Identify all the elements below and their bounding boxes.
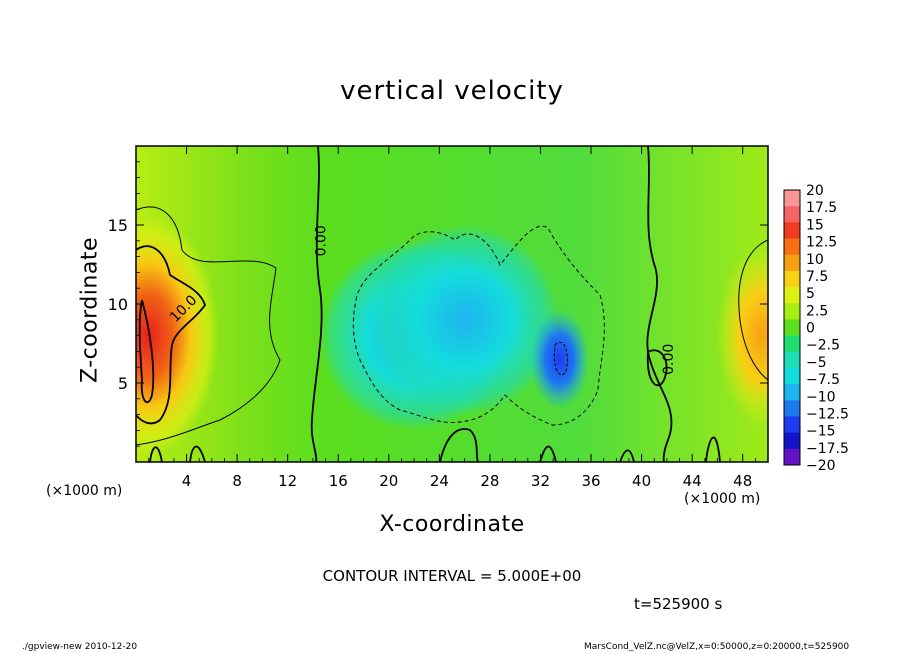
colorbar-swatch [784, 367, 800, 385]
contour-neg5-left [352, 225, 605, 426]
x-tick-label: 12 [278, 472, 297, 490]
colorbar-swatch [784, 303, 800, 320]
x-unit-label-left: (×1000 m) [46, 483, 123, 499]
x-tick-label: 32 [531, 472, 550, 490]
colorbar-swatch [784, 319, 800, 337]
colorbar-label: −17.5 [806, 441, 849, 457]
x-tick-label: 44 [683, 472, 702, 490]
contour-lines [136, 146, 768, 462]
colorbar-label: −5 [806, 355, 827, 371]
colorbar-label: −2.5 [806, 338, 840, 354]
x-unit-label-right: (×1000 m) [684, 491, 761, 507]
y-tick-label: 10 [108, 295, 128, 314]
colorbar-frame [783, 189, 801, 466]
x-tick-label: 40 [632, 472, 651, 490]
contour-five-left [136, 206, 281, 446]
contour-label: 0.00 [314, 225, 330, 256]
colorbar-label: 12.5 [806, 235, 837, 251]
negative-velocity-region [369, 224, 560, 415]
x-tick-label: 8 [232, 472, 242, 490]
contour-ten-left [136, 245, 206, 425]
contour-zero-left [310, 146, 323, 462]
x-tick-label: 4 [182, 472, 192, 490]
contour-ten-right [738, 239, 768, 381]
colorbar-label: 0 [806, 321, 815, 337]
contour-zero-right [646, 146, 673, 462]
colorbar-swatch [784, 254, 800, 272]
colorbar-swatch [784, 416, 800, 434]
chart-title: vertical velocity [340, 76, 564, 106]
contour-bottom-left [149, 428, 721, 462]
colorbar-label: 20 [806, 183, 824, 199]
colorbar-label: 17.5 [806, 200, 837, 216]
colorbar-swatch [784, 384, 800, 401]
colorbar-swatch [784, 335, 800, 353]
colorbar-label: −10 [806, 389, 836, 405]
x-tick-label: 48 [733, 472, 752, 490]
colorbar-swatch [784, 238, 800, 256]
colorbar-swatch [784, 448, 800, 466]
colorbar-swatch [784, 190, 800, 207]
colorbar-label: 10 [806, 252, 824, 268]
x-tick-label: 28 [480, 472, 499, 490]
contour-small-loop [646, 349, 668, 387]
colorbar-swatch [784, 351, 800, 369]
x-axis-label: X-coordinate [379, 512, 525, 537]
colorbar-swatch [784, 432, 800, 450]
colorbar-swatch [784, 270, 800, 288]
contour-label: 0.00 [661, 344, 677, 375]
colorbar-label: −12.5 [806, 406, 849, 422]
colorbar-label: 5 [806, 286, 815, 302]
colorbar-label: 2.5 [806, 303, 828, 319]
colorbar-label: −7.5 [806, 372, 840, 388]
x-tick-label: 20 [379, 472, 398, 490]
colorbar-swatch [784, 287, 800, 304]
x-tick-label: 24 [430, 472, 449, 490]
colorbar-label: −15 [806, 424, 836, 440]
y-axis-label: Z-coordinate [77, 237, 103, 383]
colorbar-swatch [784, 400, 800, 417]
negative-velocity-region [529, 309, 590, 410]
x-tick-label: 36 [581, 472, 600, 490]
colorbar-label: −20 [806, 458, 836, 474]
time-stamp: t=525900 s [634, 595, 723, 613]
contour-interval-text: CONTOUR INTERVAL = 5.000E+00 [322, 567, 582, 585]
colorbar-swatch [784, 206, 800, 223]
y-tick-label: 15 [108, 216, 128, 235]
footer-right-text: MarsCond_VelZ.nc@VelZ,x=0:50000,z=0:2000… [584, 642, 850, 652]
x-tick-label: 16 [329, 472, 348, 490]
colorbar-label: 15 [806, 217, 824, 233]
footer-left-text: ./gpview-new 2010-12-20 [22, 642, 138, 652]
colorbar-label: 7.5 [806, 269, 828, 285]
contour-fifteen-left [138, 299, 155, 404]
y-tick-label: 5 [118, 374, 128, 393]
colorbar-swatch [784, 222, 800, 240]
